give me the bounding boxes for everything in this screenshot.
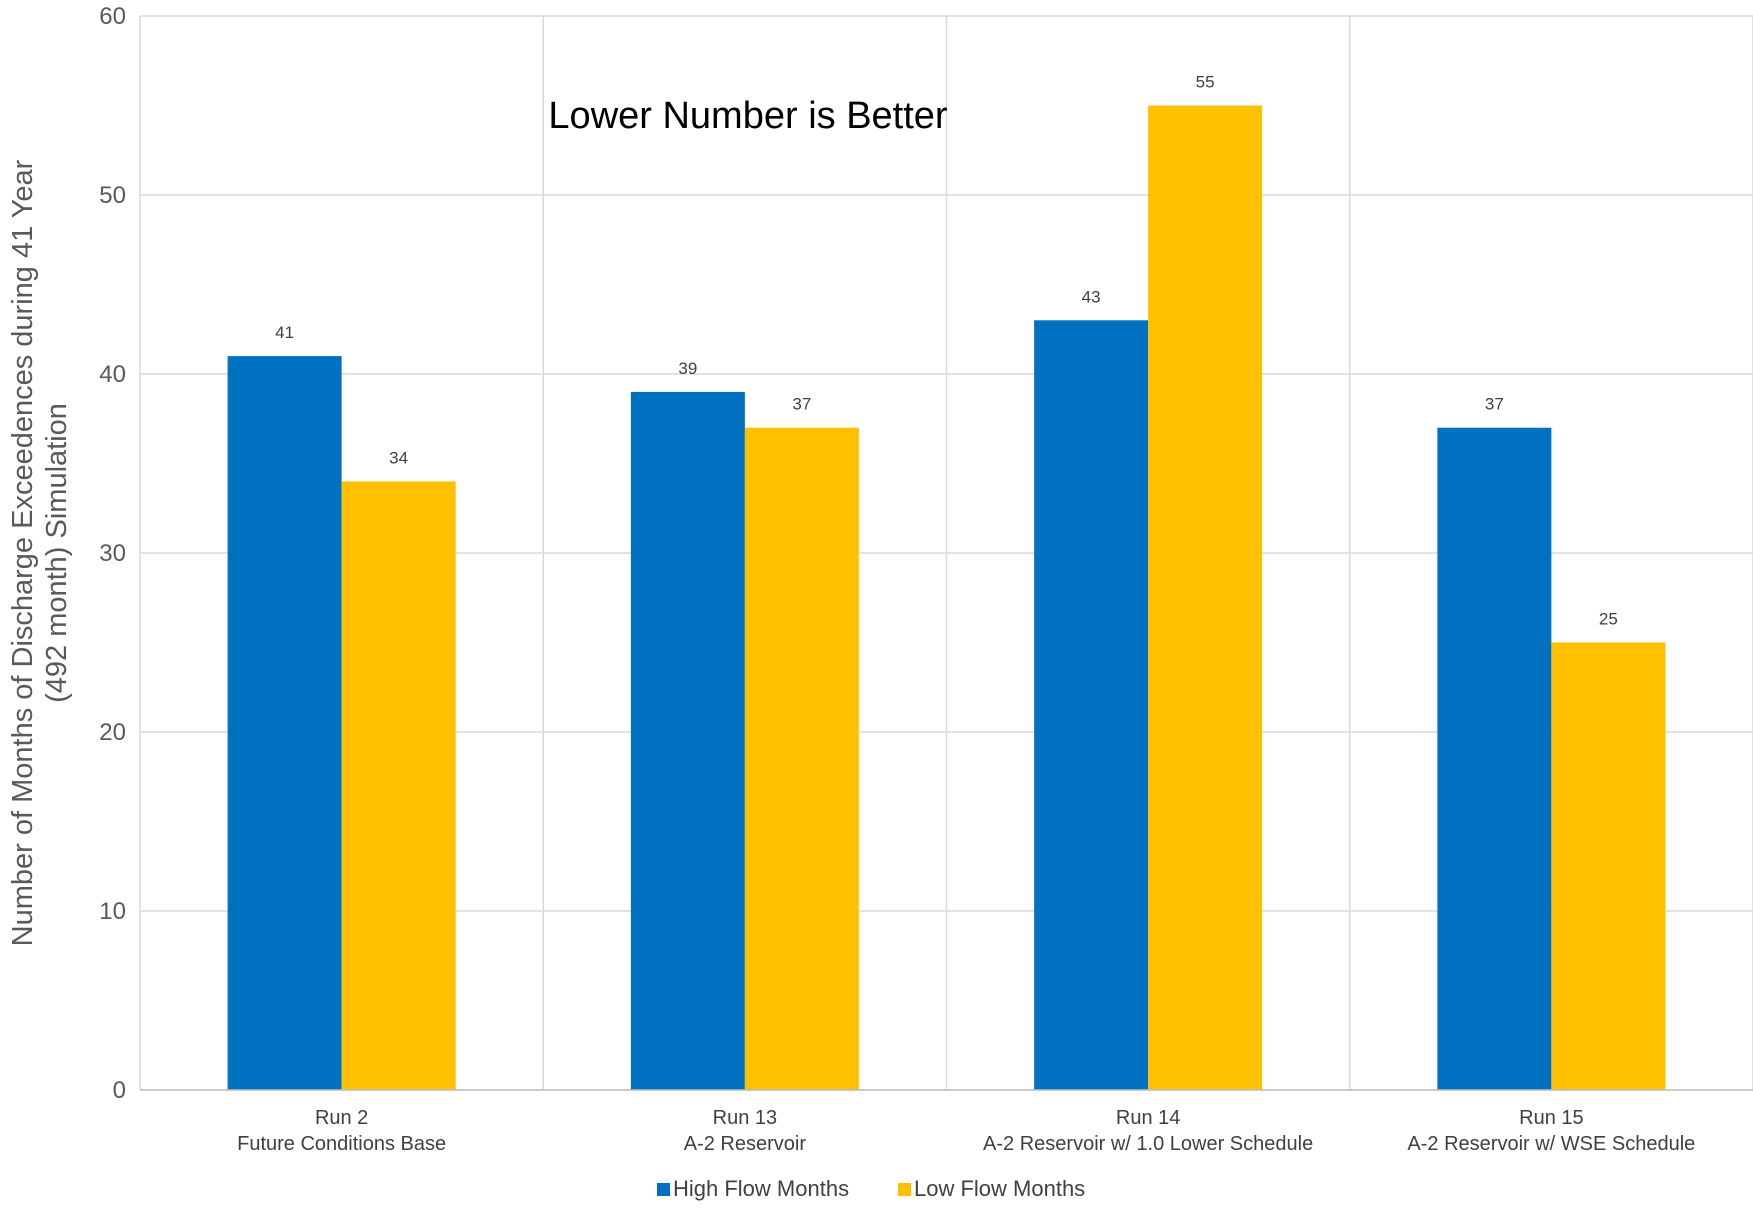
legend-label: Low Flow Months <box>914 1176 1085 1201</box>
bars <box>227 105 1666 1091</box>
data-label: 37 <box>792 395 811 414</box>
bar-high-flow <box>630 391 745 1090</box>
y-tick-label: 50 <box>99 182 126 209</box>
x-category-label-desc: A-2 Reservoir w/ WSE Schedule <box>1407 1133 1695 1155</box>
legend-label: High Flow Months <box>673 1176 849 1201</box>
bar-high-flow <box>1437 427 1552 1090</box>
x-category-label-desc: A-2 Reservoir w/ 1.0 Lower Schedule <box>983 1133 1313 1155</box>
bar-low-flow <box>1551 642 1666 1090</box>
y-tick-label: 0 <box>113 1077 126 1104</box>
bar-low-flow <box>341 481 456 1090</box>
bar-low-flow <box>1148 105 1263 1090</box>
data-labels: 41 34 39 37 43 55 37 25 <box>275 73 1618 629</box>
x-category-label-run: Run 14 <box>1116 1107 1181 1129</box>
x-category-labels: Run 2 Future Conditions Base Run 13 A-2 Res… <box>237 1107 1695 1155</box>
y-axis-title-line: (492 month) Simulation <box>41 403 73 703</box>
data-label: 25 <box>1599 610 1618 629</box>
y-tick-label: 20 <box>99 719 126 746</box>
data-label: 37 <box>1485 395 1504 414</box>
chart-annotation: Lower Number is Better <box>548 95 947 137</box>
data-label: 55 <box>1196 73 1215 92</box>
y-tick-label: 10 <box>99 898 126 925</box>
legend: High Flow Months Low Flow Months <box>657 1176 1085 1201</box>
bar-low-flow <box>744 427 859 1090</box>
data-label: 41 <box>275 323 294 342</box>
data-label: 43 <box>1082 287 1101 306</box>
data-label: 34 <box>389 448 408 467</box>
x-category-label-run: Run 15 <box>1519 1107 1584 1129</box>
x-category-label-desc: Future Conditions Base <box>237 1133 446 1155</box>
y-axis-title: Number of Months of Discharge Exceedence… <box>7 159 73 946</box>
x-category-label-run: Run 2 <box>315 1107 368 1129</box>
y-tick-labels: 0 10 20 30 40 50 60 <box>99 3 126 1104</box>
legend-swatch <box>657 1183 670 1196</box>
y-tick-label: 30 <box>99 540 126 567</box>
bar-high-flow <box>227 356 342 1091</box>
y-tick-label: 60 <box>99 3 126 30</box>
y-tick-label: 40 <box>99 361 126 388</box>
x-category-label-desc: A-2 Reservoir <box>684 1133 807 1155</box>
y-axis-title-line: Number of Months of Discharge Exceedence… <box>7 159 39 946</box>
x-category-label-run: Run 13 <box>713 1107 778 1129</box>
legend-swatch <box>898 1183 911 1196</box>
bar-high-flow <box>1034 320 1149 1090</box>
data-label: 39 <box>678 359 697 378</box>
